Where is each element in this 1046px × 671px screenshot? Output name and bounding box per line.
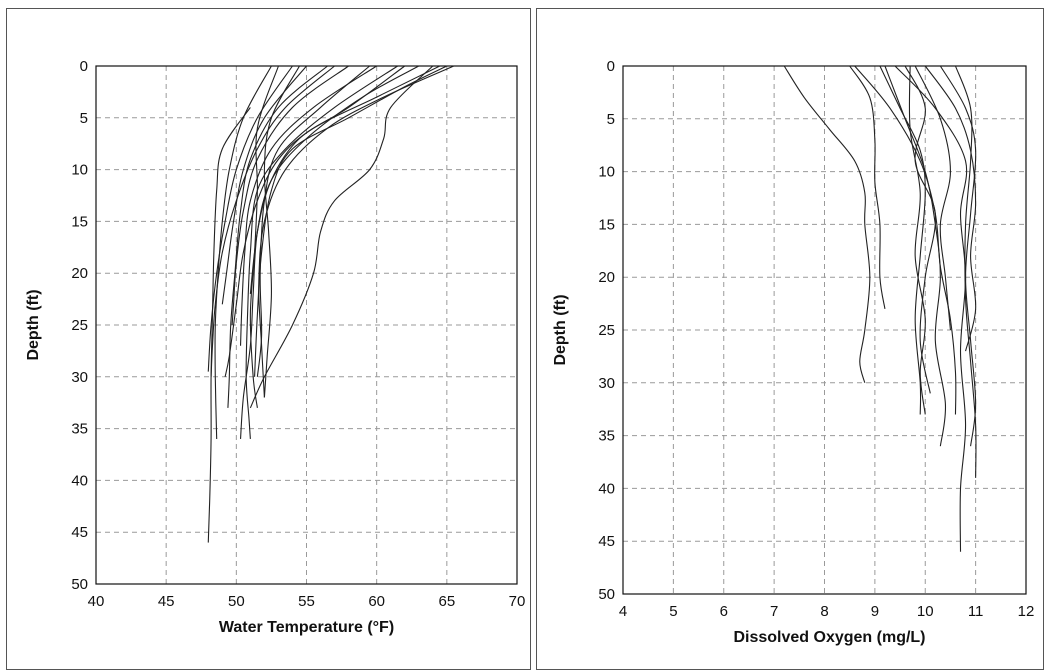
oxygen-y-tick-label: 30 — [598, 375, 615, 392]
oxygen-profile-line-11 — [924, 65, 977, 352]
oxygen-y-tick-label: 15 — [598, 216, 615, 233]
temperature-profile-line-13 — [249, 65, 406, 294]
oxygen-profile-line-7 — [904, 65, 937, 394]
temperature-profile-line-8 — [245, 65, 399, 439]
oxygen-y-tick-label: 20 — [598, 269, 615, 286]
temperature-profile-chart: 40 45 50 55 60 65 70 0 5 10 15 20 25 30 35 40 45 50 Water … — [25, 58, 526, 636]
oxygen-y-tick-label: 0 — [607, 58, 615, 75]
temperature-profile-line-5 — [227, 65, 328, 408]
temperature-y-axis-title: Depth (ft) — [25, 289, 42, 360]
temperature-profile-line-17 — [263, 65, 300, 398]
temperature-chart-panel: 40 45 50 55 60 65 70 0 5 10 15 20 25 30 35 40 45 50 Water … — [6, 8, 531, 670]
oxygen-profile-line-2 — [849, 65, 886, 309]
temperature-y-tick-label: 45 — [71, 524, 88, 541]
temperature-profile-line-7 — [239, 65, 377, 346]
oxygen-profile-line-5 — [854, 65, 957, 415]
oxygen-x-tick-label: 5 — [669, 603, 677, 620]
oxygen-x-tick-label: 6 — [720, 603, 728, 620]
oxygen-y-tick-label: 25 — [598, 322, 615, 339]
oxygen-y-tick-label: 10 — [598, 164, 615, 181]
temperature-y-tick-label: 50 — [71, 576, 88, 593]
temperature-x-tick-label: 65 — [438, 593, 455, 610]
temperature-y-tick-label: 10 — [71, 162, 88, 179]
oxygen-profile-line-10 — [894, 65, 968, 552]
oxygen-x-tick-label: 12 — [1018, 603, 1035, 620]
oxygen-chart-panel: 4 5 6 7 8 9 10 11 12 0 5 10 15 20 25 30 35 40 45 50 Dissolve… — [536, 8, 1044, 670]
oxygen-x-tick-label: 4 — [619, 603, 627, 620]
oxygen-y-tick-label: 40 — [598, 480, 615, 497]
temperature-y-tick-label: 0 — [80, 58, 88, 75]
temperature-profile-line-11 — [249, 65, 434, 409]
temperature-profile-line-4 — [221, 65, 307, 305]
oxygen-x-tick-label: 11 — [968, 603, 984, 620]
temperature-profile-line-9 — [239, 65, 420, 439]
oxygen-x-tick-label: 9 — [871, 603, 879, 620]
temperature-y-tick-label: 5 — [80, 110, 88, 127]
oxygen-x-tick-label: 10 — [917, 603, 934, 620]
temperature-profile-line-3 — [207, 65, 293, 372]
temperature-y-tick-label: 40 — [71, 472, 88, 489]
oxygen-y-tick-label: 35 — [598, 428, 615, 445]
temperature-y-tick-label: 25 — [71, 317, 88, 334]
temperature-profile-line-15 — [210, 65, 335, 377]
oxygen-y-tick-label: 50 — [598, 586, 615, 603]
temperature-profile-line-10 — [258, 65, 455, 398]
oxygen-y-tick-label: 5 — [607, 111, 615, 128]
temperature-profile-line-18 — [254, 65, 448, 377]
temperature-x-tick-label: 55 — [298, 593, 315, 610]
temperature-x-tick-label: 40 — [88, 593, 105, 610]
oxygen-profile-line-12 — [914, 65, 951, 331]
oxygen-profile-line-3 — [879, 65, 926, 415]
oxygen-profile-chart: 4 5 6 7 8 9 10 11 1205101520253035404550Dissolve… — [552, 58, 1035, 646]
temperature-x-tick-label: 45 — [158, 593, 175, 610]
oxygen-x-axis-title: Dissolved Oxygen (mg/L) — [733, 629, 925, 646]
oxygen-x-tick-label: 8 — [820, 603, 828, 620]
oxygen-profile-line-8 — [939, 65, 977, 447]
temperature-x-tick-label: 50 — [228, 593, 245, 610]
temperature-y-tick-label: 15 — [71, 213, 88, 230]
temperature-profile-line-16 — [249, 65, 279, 408]
oxygen-x-tick-label: 7 — [770, 603, 778, 620]
oxygen-profile-line-6 — [908, 65, 926, 415]
oxygen-y-axis-title: Depth (ft) — [552, 294, 569, 365]
oxygen-y-tick-label: 45 — [598, 533, 615, 550]
temperature-y-tick-label: 30 — [71, 369, 88, 386]
temperature-x-axis-title: Water Temperature (°F) — [219, 619, 394, 636]
temperature-x-tick-label: 70 — [509, 593, 526, 610]
temperature-y-tick-label: 20 — [71, 265, 88, 282]
oxygen-plot-area — [622, 65, 1027, 595]
temperature-profile-line-6 — [231, 65, 349, 326]
temperature-y-tick-label: 35 — [71, 421, 88, 438]
temperature-x-tick-label: 60 — [368, 593, 385, 610]
temperature-profile-line-2 — [214, 65, 272, 439]
oxygen-profile-line-1 — [783, 65, 871, 383]
